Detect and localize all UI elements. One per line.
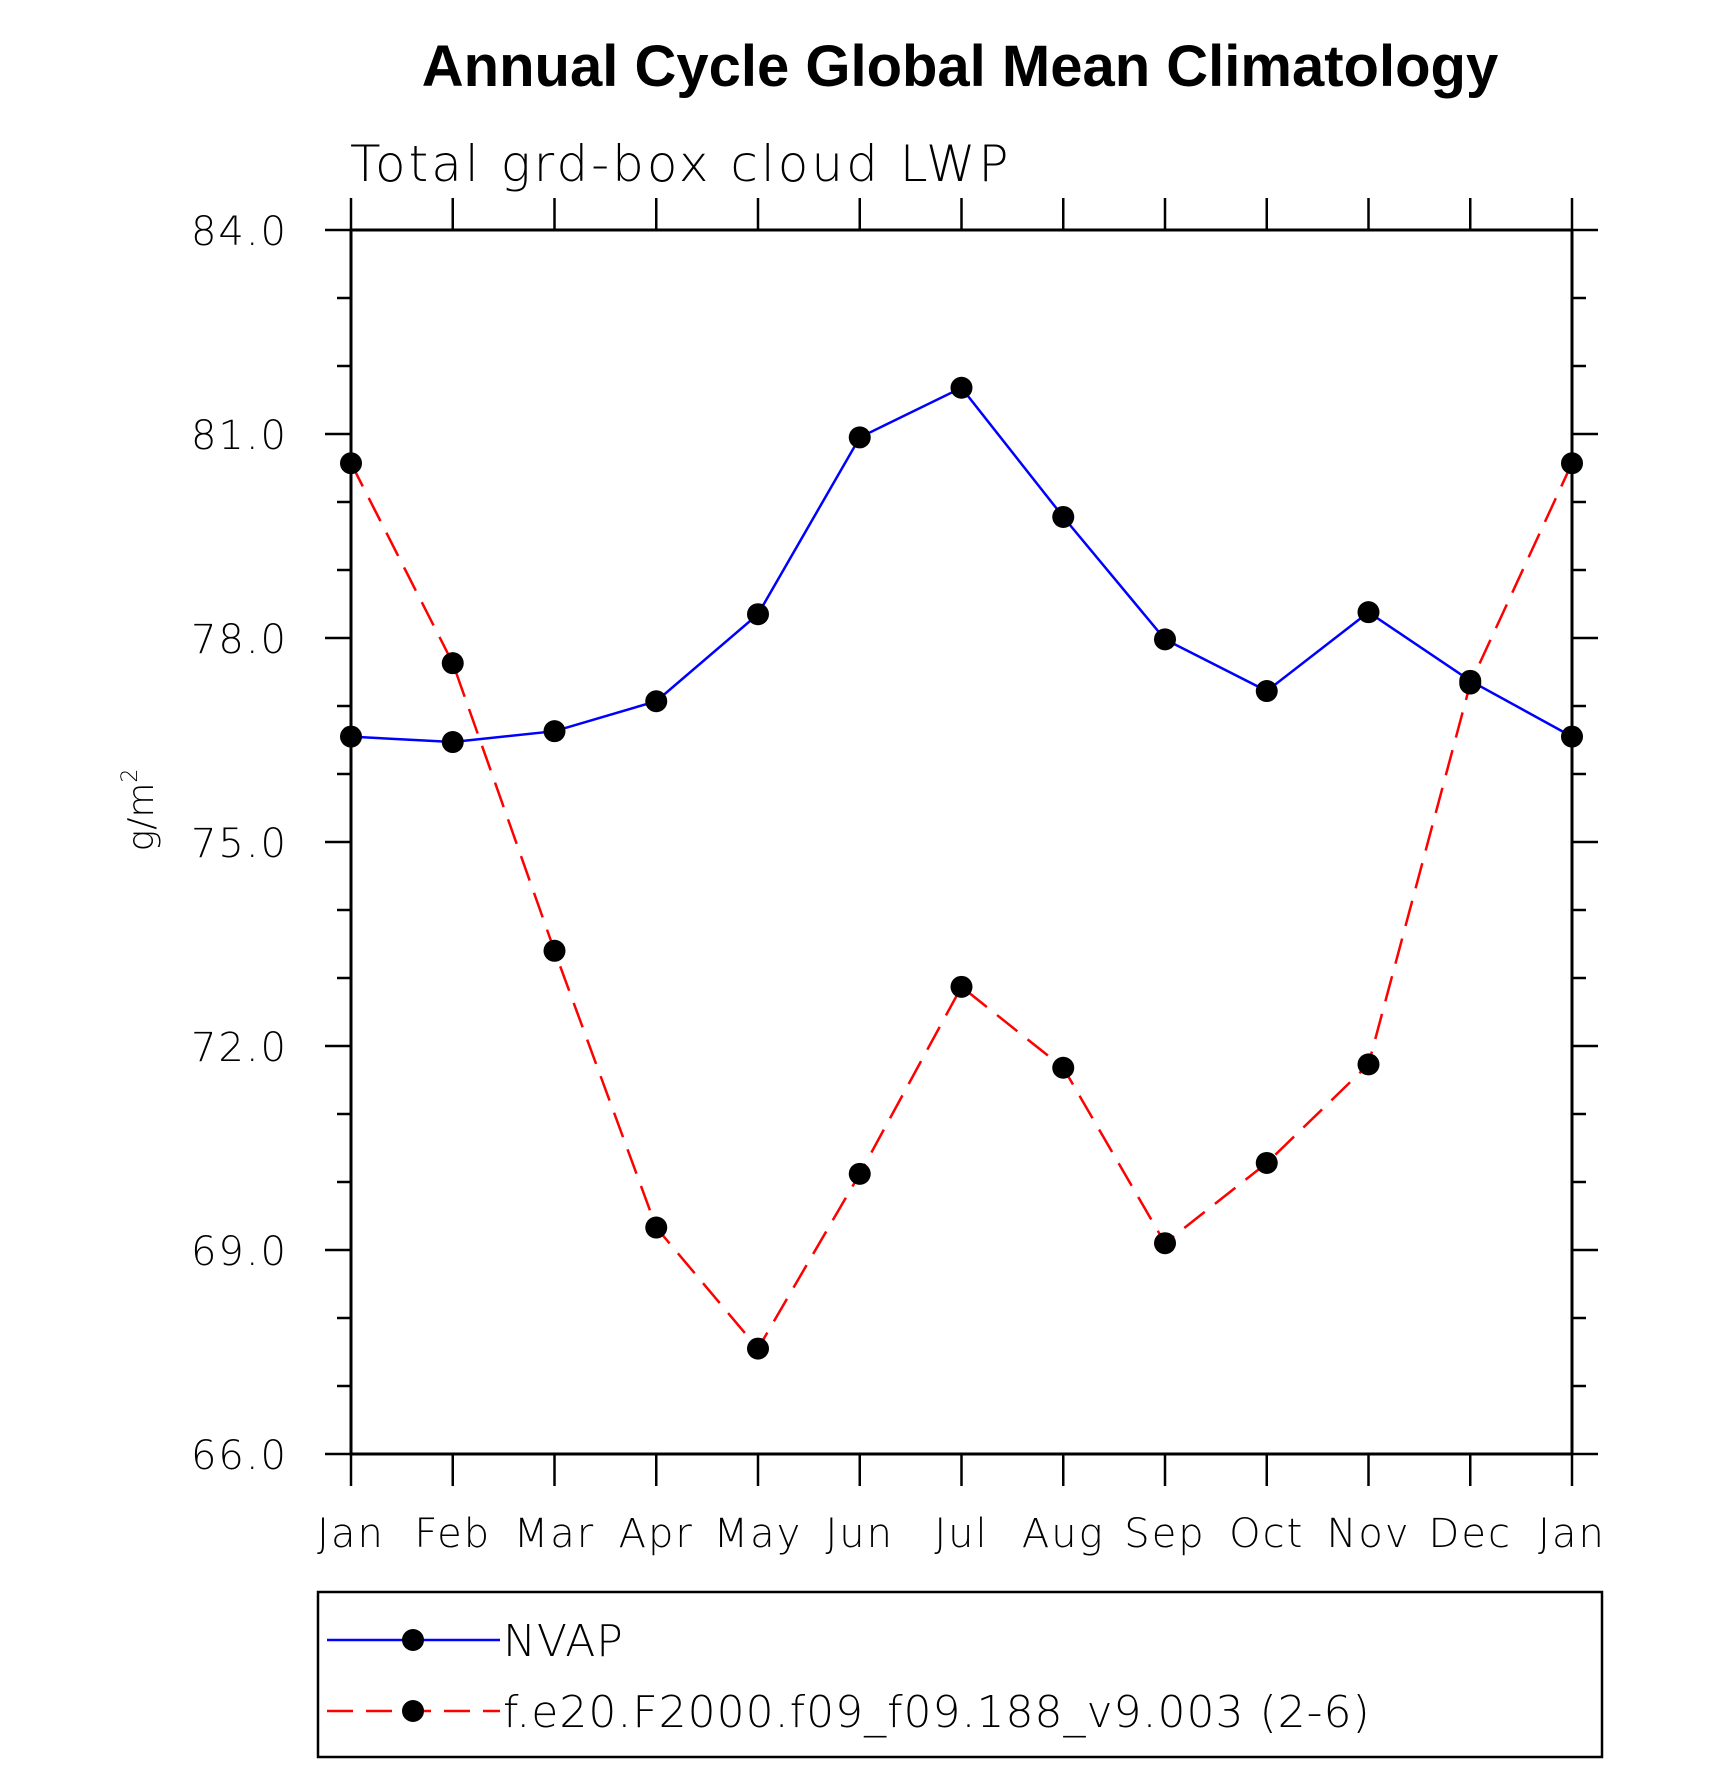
x-tick-label: Oct: [1229, 1511, 1304, 1557]
y-tick-label: 66.0: [191, 1433, 288, 1479]
y-tick-label: 75.0: [191, 821, 288, 867]
data-point: [1255, 1151, 1278, 1174]
y-tick-label: 84.0: [191, 209, 288, 255]
data-point: [441, 731, 464, 754]
data-point: [1052, 1056, 1075, 1079]
data-point: [645, 1216, 668, 1239]
series-line: [349, 462, 1574, 1351]
y-tick-label: 78.0: [191, 617, 288, 663]
data-point: [747, 1337, 769, 1360]
x-tick-label: Feb: [414, 1511, 491, 1557]
data-point: [747, 603, 769, 626]
data-point: [950, 376, 973, 399]
data-point: [441, 652, 464, 675]
series-group: [340, 376, 1583, 754]
y-axis-label-superscript: 2: [118, 769, 143, 783]
legend-label: f.e20.F2000.f09_f09.188_v9.003 (2-6): [503, 1687, 1371, 1738]
x-tick-label: Aug: [1022, 1511, 1105, 1557]
data-point: [848, 426, 871, 449]
data-point: [1357, 1053, 1380, 1076]
chart-subtitle: Total grd-box cloud LWP: [350, 135, 1012, 193]
data-point: [1561, 452, 1583, 475]
x-tick-label: Dec: [1429, 1511, 1512, 1557]
x-tick-label: Jan: [1538, 1511, 1606, 1557]
series-line: [350, 386, 1573, 744]
y-tick-label: 72.0: [191, 1025, 288, 1071]
legend-box: [316, 1590, 1604, 1759]
data-point: [1255, 680, 1278, 703]
legend-marker: [402, 1700, 424, 1722]
x-tick-label: Jun: [826, 1511, 895, 1557]
data-point: [1052, 505, 1075, 528]
x-tick-label: Sep: [1124, 1511, 1205, 1557]
y-axis-label-text: g/m: [121, 783, 162, 852]
data-point: [1154, 628, 1176, 651]
x-tick-label: May: [714, 1511, 803, 1557]
x-tick-label: Apr: [619, 1511, 694, 1557]
data-point: [848, 1162, 871, 1185]
data-point: [340, 452, 362, 475]
data-point: [543, 939, 566, 962]
y-axis-label: g/m2: [118, 769, 162, 852]
x-tick-label: Jan: [317, 1511, 385, 1557]
data-point: [645, 690, 668, 713]
data-point: [340, 725, 362, 748]
legend-label: NVAP: [503, 1616, 624, 1667]
chart-title: Annual Cycle Global Mean Climatology: [422, 34, 1498, 99]
x-tick-label: Mar: [514, 1511, 595, 1557]
data-point: [950, 975, 973, 998]
x-tick-label: Jul: [934, 1511, 988, 1557]
x-tick-label: Nov: [1326, 1511, 1410, 1557]
series-layer: [340, 376, 1583, 1360]
data-point: [1357, 601, 1380, 624]
legend-marker: [402, 1629, 424, 1651]
data-point: [1459, 672, 1482, 695]
data-point: [543, 720, 566, 743]
y-tick-label: 69.0: [191, 1229, 288, 1275]
y-tick-label: 81.0: [191, 413, 288, 459]
plot-axes: 66.0 69.0 72.0 75.0 78.0 81.0 84.0 Jan Feb Mar Apr…: [191, 198, 1606, 1557]
data-point: [1561, 725, 1583, 748]
legend: NVAP f.e20.F2000.f09_f09.188_v9.003 (2-6): [316, 1590, 1604, 1759]
plot-frame: [349, 228, 1574, 1456]
series-group: [340, 452, 1583, 1360]
svg-text:g/m2: g/m2: [118, 769, 162, 852]
data-point: [1154, 1232, 1176, 1255]
